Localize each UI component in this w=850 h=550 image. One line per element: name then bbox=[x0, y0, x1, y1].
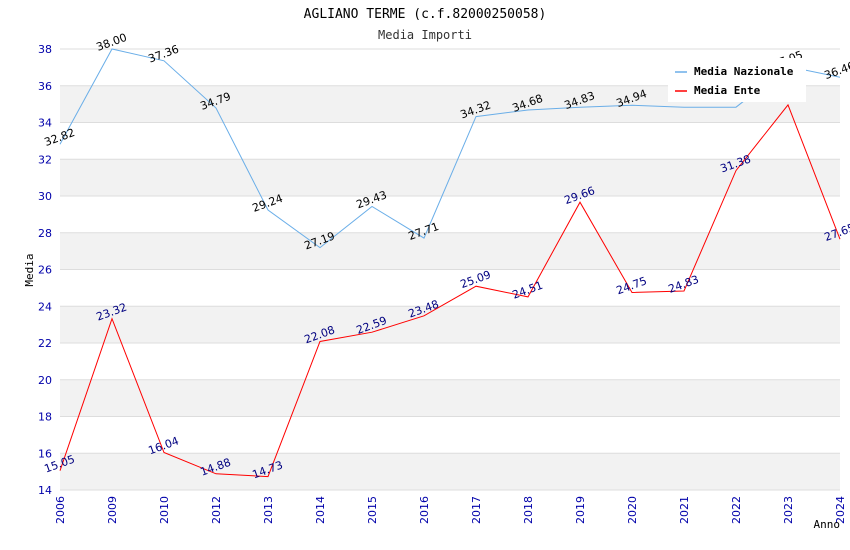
grid-band bbox=[60, 416, 840, 454]
y-tick-label: 22 bbox=[38, 337, 52, 350]
grid-lines bbox=[60, 48, 840, 491]
x-tick-label: 2022 bbox=[730, 496, 743, 524]
x-tick-label: 2006 bbox=[54, 496, 67, 524]
y-tick-label: 34 bbox=[38, 117, 52, 130]
legend-label-media-ente: Media Ente bbox=[694, 84, 761, 97]
x-tick-label: 2014 bbox=[314, 496, 327, 524]
x-tick-label: 2010 bbox=[158, 496, 171, 524]
grid-band bbox=[60, 196, 840, 233]
chart-subtitle: Media Importi bbox=[378, 28, 472, 42]
y-axis-ticks: 14 16 18 20 22 24 26 28 30 32 34 36 38 bbox=[38, 43, 52, 497]
y-axis-label: Media bbox=[23, 253, 36, 286]
x-tick-label: 2012 bbox=[210, 496, 223, 524]
y-tick-label: 32 bbox=[38, 153, 52, 166]
series-line-media-nazionale bbox=[59, 48, 841, 249]
y-tick-label: 18 bbox=[38, 411, 52, 424]
grid-band bbox=[60, 306, 840, 343]
x-tick-label: 2021 bbox=[678, 496, 691, 524]
grid-band bbox=[60, 453, 840, 490]
series-line-media-ente bbox=[59, 103, 841, 478]
y-tick-label: 26 bbox=[38, 264, 52, 277]
chart-title: AGLIANO TERME (c.f.82000250058) bbox=[304, 7, 547, 22]
y-tick-label: 14 bbox=[38, 484, 52, 497]
y-tick-label: 36 bbox=[38, 80, 52, 93]
grid-band bbox=[60, 122, 840, 160]
x-axis-ticks: 2006 2009 2010 2012 2013 2014 2015 2016 2017 2018… bbox=[54, 496, 847, 524]
y-tick-label: 30 bbox=[38, 190, 52, 203]
legend-label-media-nazionale: Media Nazionale bbox=[694, 65, 794, 78]
legend: Media Nazionale Media Ente bbox=[668, 58, 806, 102]
x-tick-label: 2013 bbox=[262, 496, 275, 524]
y-tick-label: 24 bbox=[38, 300, 52, 313]
y-tick-label: 38 bbox=[38, 43, 52, 56]
x-tick-label: 2016 bbox=[418, 496, 431, 524]
grid-band bbox=[60, 379, 840, 417]
series-lines bbox=[59, 48, 841, 478]
legend-box bbox=[668, 58, 806, 102]
grid-band bbox=[60, 232, 840, 270]
grid-band bbox=[60, 269, 840, 307]
y-tick-label: 28 bbox=[38, 227, 52, 240]
x-tick-label: 2015 bbox=[366, 496, 379, 524]
x-tick-label: 2020 bbox=[626, 496, 639, 524]
x-tick-label: 2017 bbox=[470, 496, 483, 524]
x-tick-label: 2019 bbox=[574, 496, 587, 524]
y-tick-label: 16 bbox=[38, 447, 52, 460]
x-axis-label: Anno bbox=[814, 518, 841, 531]
x-tick-label: 2018 bbox=[522, 496, 535, 524]
grid-bands bbox=[60, 49, 840, 490]
x-tick-label: 2024 bbox=[834, 496, 847, 524]
y-tick-label: 20 bbox=[38, 374, 52, 387]
x-tick-label: 2023 bbox=[782, 496, 795, 524]
x-tick-label: 2009 bbox=[106, 496, 119, 524]
grid-band bbox=[60, 343, 840, 380]
